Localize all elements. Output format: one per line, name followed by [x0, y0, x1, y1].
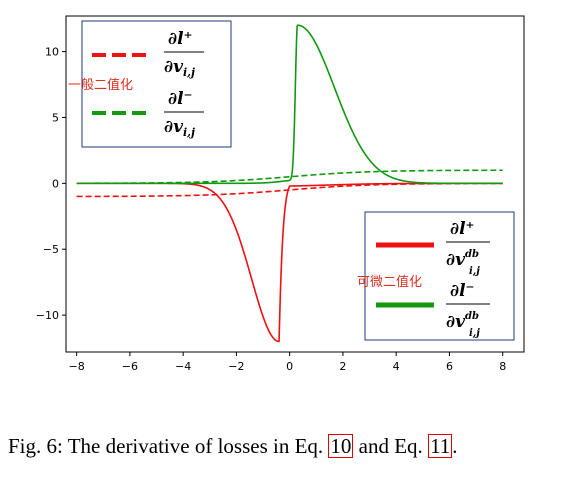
series-line-binary_neg: [77, 170, 503, 183]
legend-diff-cn-label: 可微二值化: [357, 274, 422, 290]
x-tick-label: −4: [175, 360, 191, 373]
legend-diff-neg-num: ∂l⁻: [450, 281, 475, 301]
equation-ref-10[interactable]: 10: [328, 434, 353, 458]
x-tick-label: 4: [393, 360, 400, 373]
legend-diff-pos-num: ∂l⁺: [450, 219, 475, 239]
caption-prefix: Fig. 6: The derivative of losses in Eq.: [8, 434, 323, 458]
legend-diff-neg-sub: i,j: [469, 328, 480, 339]
caption-suffix: .: [452, 434, 457, 458]
x-tick-label: −8: [69, 360, 85, 373]
legend-binary-neg-num: ∂l⁻: [168, 89, 193, 109]
x-axis-ticks: −8 −6 −4 −2 0 2 4 6 8: [69, 352, 507, 373]
legend-diff-pos-sub: i,j: [469, 266, 480, 277]
y-axis-ticks: −10 −5 0 5 10: [36, 46, 66, 323]
legend-binary-cn-label: 一般二值化: [68, 77, 133, 93]
x-tick-label: 6: [446, 360, 453, 373]
y-tick-label: −10: [36, 309, 59, 322]
figure-caption: Fig. 6: The derivative of losses in Eq. …: [8, 434, 568, 459]
x-tick-label: 2: [339, 360, 346, 373]
y-tick-label: −5: [43, 243, 59, 256]
y-tick-label: 10: [45, 46, 59, 59]
x-tick-label: 8: [499, 360, 506, 373]
y-tick-label: 0: [52, 177, 59, 190]
caption-middle: and Eq.: [359, 434, 423, 458]
y-tick-label: 5: [52, 111, 59, 124]
x-tick-label: −2: [228, 360, 244, 373]
x-tick-label: −6: [122, 360, 138, 373]
legend-binary-pos-num: ∂l⁺: [168, 29, 193, 49]
x-tick-label: 0: [286, 360, 293, 373]
equation-ref-11[interactable]: 11: [428, 434, 452, 458]
